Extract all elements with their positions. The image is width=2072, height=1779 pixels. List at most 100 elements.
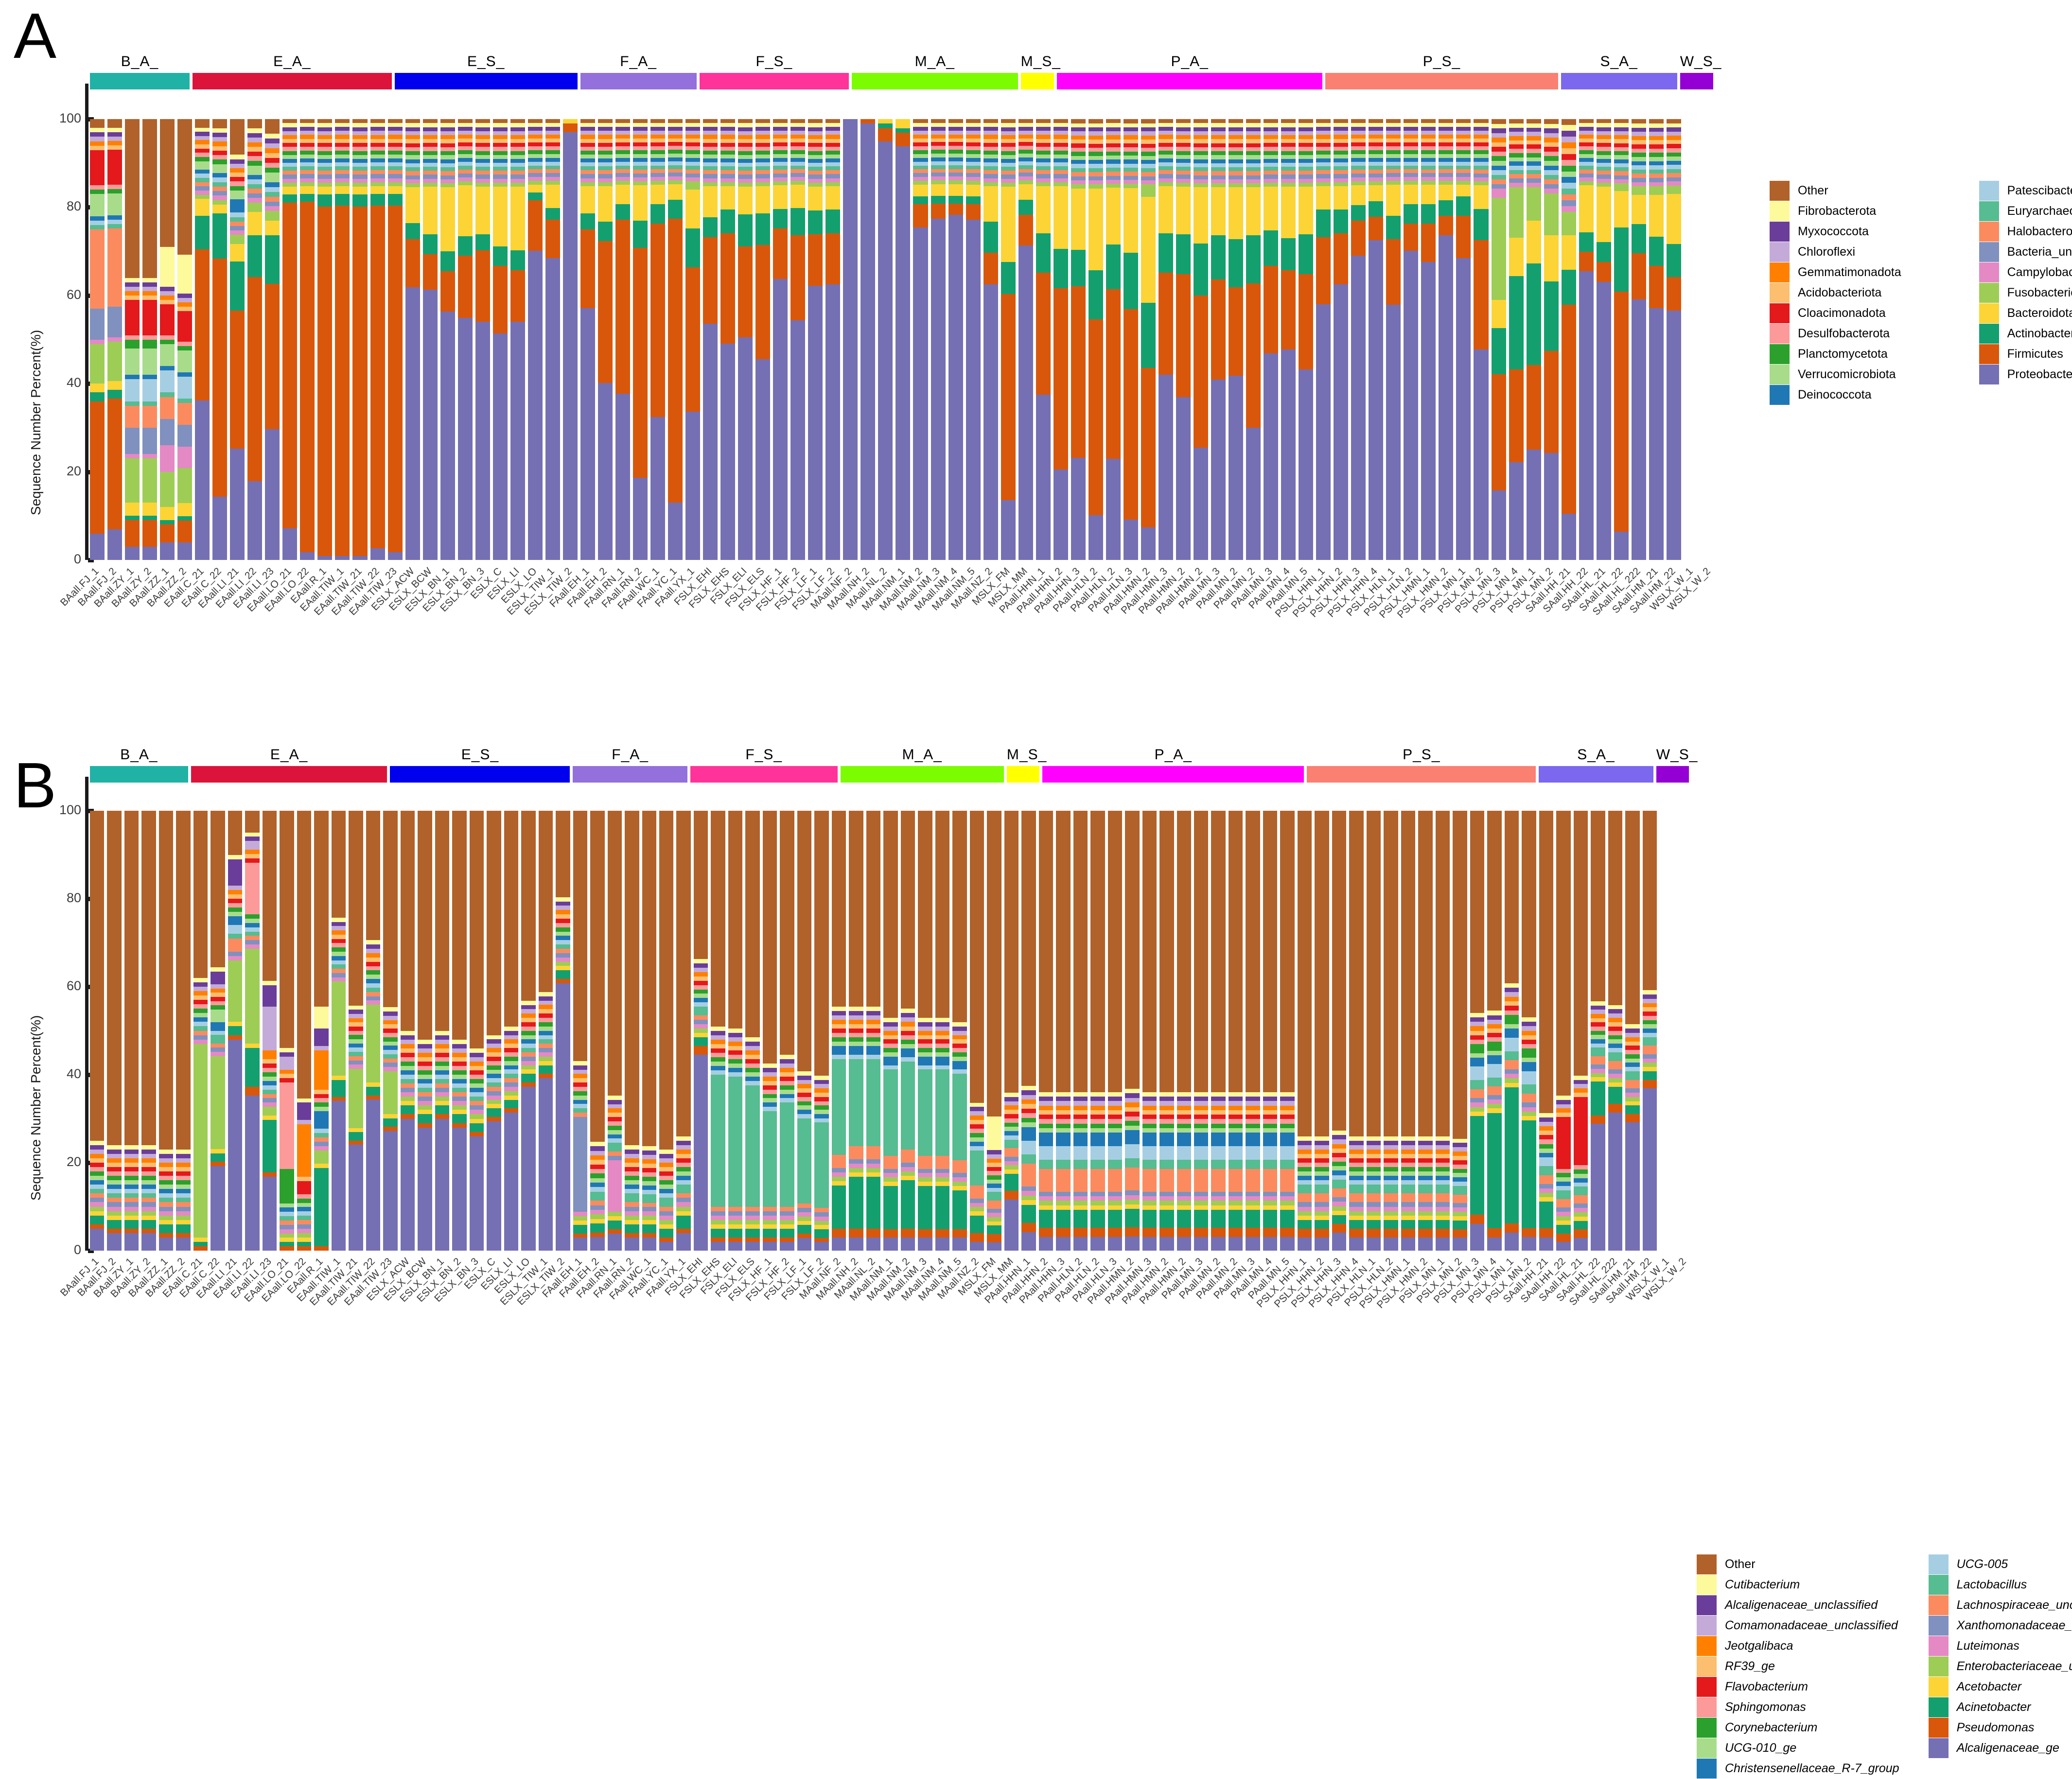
bar-segment: [1264, 171, 1279, 175]
bar-segment: [176, 811, 191, 1150]
bar-segment: [1038, 1133, 1054, 1147]
bar-segment: [510, 182, 525, 187]
bar-segment: [1608, 1018, 1623, 1022]
bar-segment: [1194, 1092, 1209, 1097]
bar-segment: [1228, 1146, 1243, 1160]
bar-segment: [211, 1030, 225, 1035]
bar-segment: [1369, 216, 1384, 240]
bar-segment: [1106, 127, 1121, 132]
bar-segment: [158, 1180, 174, 1185]
bar-segment: [966, 134, 981, 139]
bar-segment: [475, 119, 490, 123]
bar-segment: [668, 142, 683, 146]
bar-segment: [1316, 209, 1331, 237]
bar-segment: [124, 1220, 139, 1229]
bar-segment: [762, 1102, 777, 1107]
bar-segment: [1334, 174, 1349, 178]
bar-segment: [720, 131, 736, 135]
bar-segment: [720, 343, 736, 560]
bar-segment: [211, 1035, 225, 1044]
bar-segment: [1056, 1210, 1071, 1228]
bar-segment: [1316, 146, 1331, 151]
bar-segment: [987, 1213, 1001, 1218]
bar-segment: [814, 1080, 829, 1084]
bar-segment: [1176, 1110, 1191, 1115]
bar-segment: [762, 1072, 777, 1077]
bar-segment: [247, 142, 263, 147]
bar-segment: [1193, 179, 1208, 183]
bar-segment: [1071, 127, 1086, 132]
bar-segment: [317, 139, 333, 143]
bar-segment: [1090, 1160, 1105, 1169]
bar-segment: [969, 811, 984, 1103]
group-bar-pa: P_A_: [1042, 747, 1304, 783]
bar-segment: [755, 135, 771, 139]
bar-segment: [1073, 1096, 1088, 1101]
bar-segment: [1474, 177, 1489, 182]
legend-swatch-icon: [1697, 1575, 1717, 1595]
bar-segment: [987, 1158, 1001, 1163]
legend-swatch-icon: [1979, 201, 1999, 221]
legend-label: Campylobacterota: [2007, 265, 2072, 279]
bar-segment: [1071, 119, 1086, 123]
bar-segment: [1264, 147, 1279, 151]
bar-segment: [1591, 1030, 1605, 1035]
bar-segment: [987, 1175, 1001, 1180]
bar-segment: [521, 1026, 536, 1031]
bar-segment: [1435, 1202, 1450, 1207]
legend-swatch-icon: [1697, 1759, 1717, 1779]
bar-segment: [141, 1180, 156, 1185]
bar-segment: [538, 996, 553, 1001]
bar-segment: [1299, 158, 1314, 163]
bar-segment: [262, 1094, 277, 1099]
bar-segment: [400, 1114, 415, 1119]
bar-segment: [492, 246, 508, 266]
bar-segment: [1435, 1228, 1450, 1238]
bar-segment: [1107, 1160, 1123, 1169]
bar-segment: [1211, 139, 1226, 143]
bar-segment: [230, 262, 245, 311]
bar-segment: [247, 193, 263, 198]
bar-segment: [422, 119, 438, 123]
bar-segment: [193, 1004, 208, 1009]
bar-segment: [1631, 144, 1646, 149]
panel-b-x-labels: BAall.FJ_1 BAall.FJ_2 BAall.ZY_1 BAall.ZY_2…: [58, 1254, 1692, 1342]
bar-segment: [1176, 1105, 1191, 1110]
bar-segment: [1246, 1110, 1260, 1115]
stacked-bar: [1579, 119, 1594, 560]
stacked-bar: [1556, 811, 1571, 1251]
bar-segment: [331, 969, 346, 973]
bar-segment: [90, 216, 105, 221]
bar-segment: [1263, 1101, 1278, 1106]
bar-segment: [1474, 119, 1489, 123]
bar-segment: [370, 154, 385, 159]
bar-segment: [1073, 1205, 1088, 1210]
bar-segment: [1544, 281, 1559, 351]
bar-segment: [1159, 1110, 1174, 1115]
stacked-bar: [883, 811, 898, 1251]
bar-segment: [1504, 1028, 1519, 1038]
bar-segment: [1351, 166, 1366, 170]
bar-segment: [1544, 165, 1559, 171]
legend-item: Other: [1697, 1554, 1899, 1574]
bar-segment: [1299, 123, 1314, 127]
bar-segment: [745, 1037, 760, 1042]
stacked-bar: [475, 119, 490, 560]
bar-segment: [1625, 811, 1640, 1025]
bar-segment: [1036, 127, 1051, 131]
bar-segment: [1509, 136, 1524, 140]
bar-segment: [1439, 138, 1454, 142]
bar-segment: [1280, 1196, 1295, 1201]
bar-segment: [487, 1121, 501, 1251]
bar-segment: [685, 174, 701, 178]
bar-segment: [676, 1158, 691, 1163]
bar-segment: [1556, 1169, 1571, 1173]
bar-segment: [1228, 1119, 1243, 1124]
bar-segment: [780, 1067, 794, 1072]
bar-segment: [1263, 1196, 1278, 1201]
bar-segment: [349, 1056, 363, 1061]
bar-segment: [1614, 119, 1629, 123]
bar-segment: [1332, 1135, 1347, 1140]
legend-swatch-icon: [1979, 222, 1999, 242]
stacked-bar: [90, 119, 105, 560]
